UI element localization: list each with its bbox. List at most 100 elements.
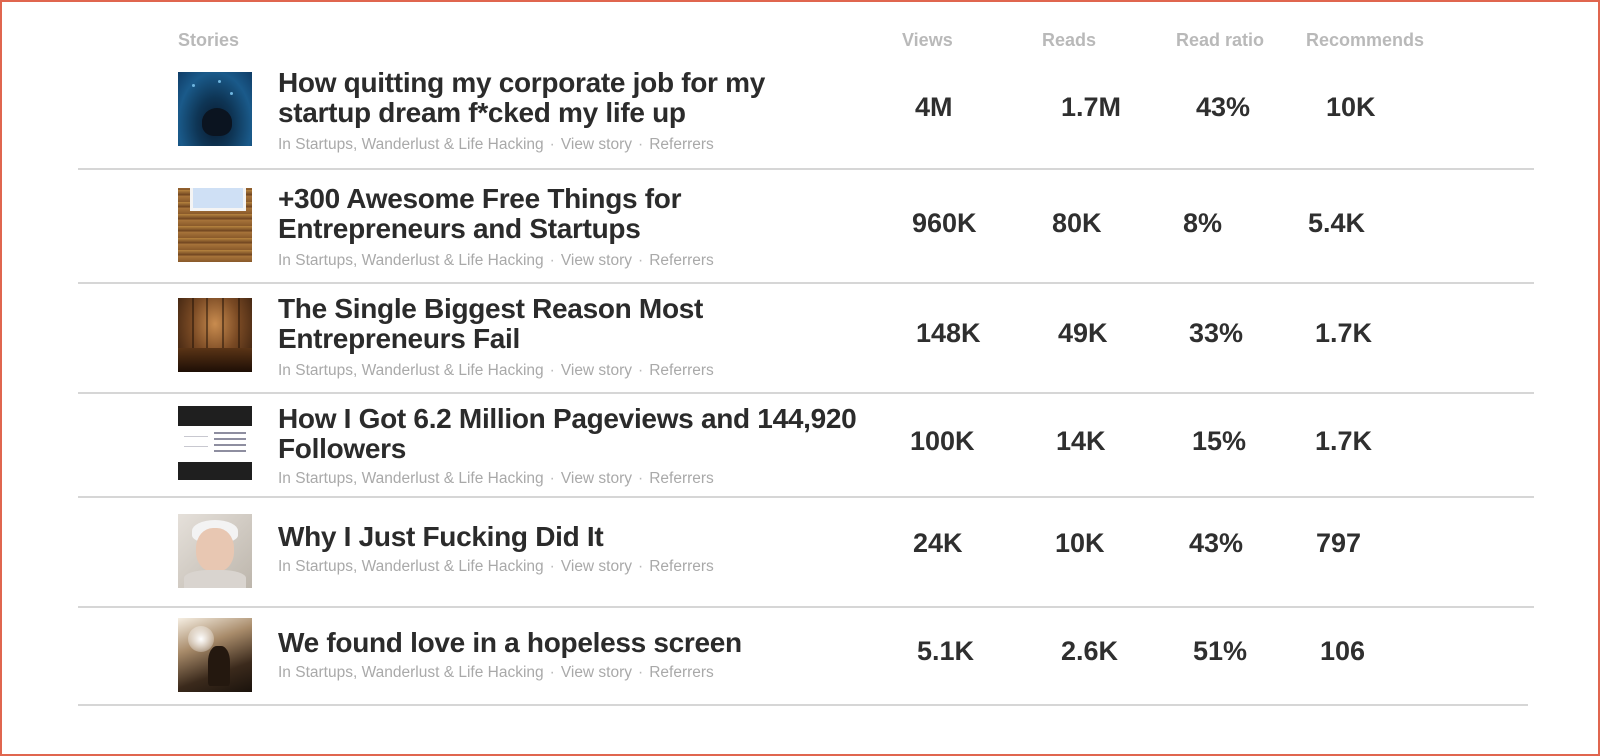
table-row: The Single Biggest Reason Most Entrepren… <box>78 284 1534 394</box>
referrers-link[interactable]: Referrers <box>649 558 714 575</box>
story-title[interactable]: We found love in a hopeless screen <box>278 627 742 658</box>
recommends-value: 5.4K <box>1308 208 1366 238</box>
plank-line <box>238 298 240 372</box>
publication-link[interactable]: In Startups, Wanderlust & Life Hacking <box>278 558 544 575</box>
read-ratio-value: 8% <box>1183 208 1223 238</box>
old-woman-portrait-image[interactable] <box>178 514 252 588</box>
chart-line <box>184 446 208 447</box>
story-meta: In Startups, Wanderlust & Life Hacking · V… <box>278 558 714 576</box>
reads-value: 10K <box>1055 528 1105 558</box>
sun-glare-shape <box>188 626 214 652</box>
publication-link[interactable]: In Startups, Wanderlust & Life Hacking <box>278 252 544 269</box>
read-ratio-value: 33% <box>1189 318 1244 348</box>
reads-value: 49K <box>1058 318 1108 348</box>
column-header-stories[interactable]: Stories <box>178 30 240 50</box>
table-row: We found love in a hopeless screen In St… <box>78 606 1528 706</box>
table-row: Why I Just Fucking Did It In Startups, W… <box>78 496 1534 608</box>
separator-dot: · <box>638 362 644 379</box>
view-story-link[interactable]: View story <box>560 136 633 153</box>
table-row: +300 Awesome Free Things for Entrepreneu… <box>78 168 1534 284</box>
publication-link[interactable]: In Startups, Wanderlust & Life Hacking <box>278 664 544 681</box>
story-meta: In Startups, Wanderlust & Life Hacking · V… <box>278 136 714 154</box>
chart-line <box>184 436 208 437</box>
referrers-link[interactable]: Referrers <box>649 136 714 153</box>
read-ratio-value: 43% <box>1196 92 1251 122</box>
referrers-link[interactable]: Referrers <box>649 252 714 269</box>
wooden-desk-laptop-image[interactable] <box>178 188 252 262</box>
bubble-dot <box>218 80 221 83</box>
reads-value: 1.7M <box>1061 92 1122 122</box>
bubble-dot <box>230 92 233 95</box>
separator-dot: · <box>638 252 644 269</box>
face-shape <box>196 528 234 572</box>
read-ratio-value: 51% <box>1193 636 1248 666</box>
views-value: 960K <box>912 208 977 238</box>
referrers-link[interactable]: Referrers <box>649 362 714 379</box>
chart-line <box>214 450 246 452</box>
story-meta: In Startups, Wanderlust & Life Hacking · V… <box>278 252 714 270</box>
reads-value: 80K <box>1052 208 1102 238</box>
separator-dot: · <box>638 470 644 487</box>
referrers-link[interactable]: Referrers <box>649 664 714 681</box>
separator-dot: · <box>549 558 555 575</box>
recommends-value: 1.7K <box>1315 426 1373 456</box>
separator-dot: · <box>638 664 644 681</box>
views-value: 5.1K <box>917 636 975 666</box>
column-header-views[interactable]: Views <box>902 30 953 50</box>
separator-dot: · <box>549 470 555 487</box>
chart-line <box>214 438 246 440</box>
separator-dot: · <box>549 252 555 269</box>
reads-value: 14K <box>1056 426 1106 456</box>
plank-line <box>192 298 194 372</box>
referrers-link[interactable]: Referrers <box>649 470 714 487</box>
view-story-link[interactable]: View story <box>560 470 633 487</box>
views-value: 4M <box>915 92 953 122</box>
dark-band <box>178 462 252 480</box>
story-title[interactable]: How quitting my corporate job for my sta… <box>278 67 765 128</box>
separator-dot: · <box>638 558 644 575</box>
story-meta: In Startups, Wanderlust & Life Hacking · V… <box>278 362 714 380</box>
read-ratio-value: 15% <box>1192 426 1247 456</box>
story-title[interactable]: The Single Biggest Reason Most Entrepren… <box>278 293 704 354</box>
body-shape <box>184 570 246 588</box>
column-header-read-ratio[interactable]: Read ratio <box>1176 30 1265 50</box>
chart-line <box>214 432 246 434</box>
sunset-silhouette-image[interactable] <box>178 618 252 692</box>
views-value: 24K <box>913 528 963 558</box>
story-meta: In Startups, Wanderlust & Life Hacking · V… <box>278 470 714 488</box>
underwater-swimmer-image[interactable] <box>178 72 252 146</box>
view-story-link[interactable]: View story <box>560 252 633 269</box>
views-value: 100K <box>910 426 975 456</box>
publication-link[interactable]: In Startups, Wanderlust & Life Hacking <box>278 470 544 487</box>
view-story-link[interactable]: View story <box>560 362 633 379</box>
read-ratio-value: 43% <box>1189 528 1244 558</box>
story-meta: In Startups, Wanderlust & Life Hacking · V… <box>278 664 714 682</box>
stats-screenshot-image[interactable] <box>178 406 252 480</box>
recommends-value: 1.7K <box>1315 318 1373 348</box>
plank-line <box>206 298 208 372</box>
floor-shape <box>178 348 252 372</box>
chart-line <box>214 444 246 446</box>
view-story-link[interactable]: View story <box>560 664 633 681</box>
separator-dot: · <box>549 362 555 379</box>
story-title[interactable]: Why I Just Fucking Did It <box>278 521 604 552</box>
publication-link[interactable]: In Startups, Wanderlust & Life Hacking <box>278 362 544 379</box>
story-title[interactable]: How I Got 6.2 Million Pageviews and 144,… <box>278 403 857 464</box>
plank-line <box>222 298 224 372</box>
bubble-dot <box>192 84 195 87</box>
column-header-recommends[interactable]: Recommends <box>1306 30 1425 50</box>
wooden-room-image[interactable] <box>178 298 252 372</box>
story-title[interactable]: +300 Awesome Free Things for Entrepreneu… <box>278 183 682 244</box>
column-header-reads[interactable]: Reads <box>1042 30 1097 50</box>
view-story-link[interactable]: View story <box>560 558 633 575</box>
stats-table-header: Stories Views Reads Read ratio Recommend… <box>0 30 1600 54</box>
table-row: How quitting my corporate job for my sta… <box>78 60 1534 170</box>
publication-link[interactable]: In Startups, Wanderlust & Life Hacking <box>278 136 544 153</box>
recommends-value: 797 <box>1316 528 1362 558</box>
dark-band <box>178 406 252 426</box>
views-value: 148K <box>916 318 981 348</box>
figure-silhouette <box>208 646 230 686</box>
swimmer-shape <box>202 108 232 136</box>
recommends-value: 106 <box>1320 636 1366 666</box>
